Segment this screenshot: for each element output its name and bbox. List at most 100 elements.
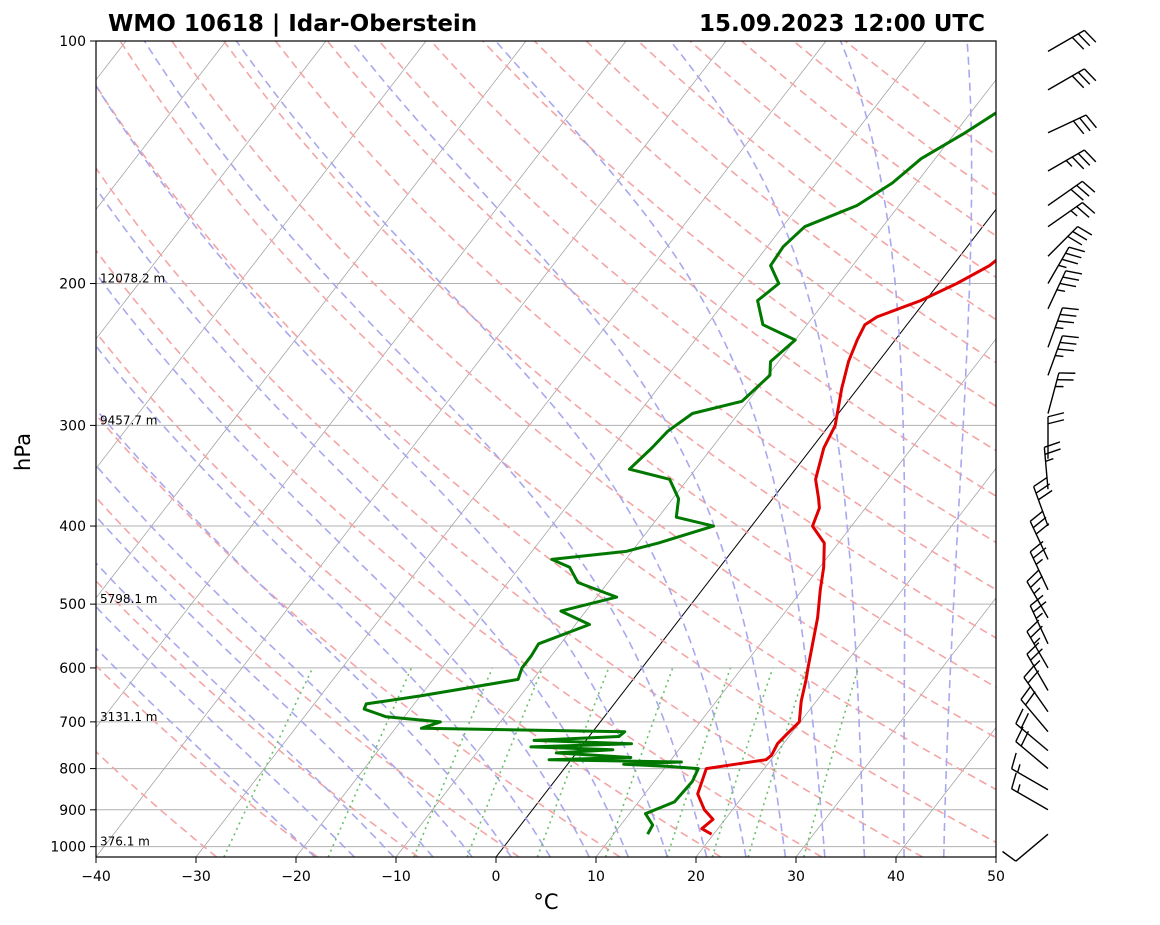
height-label: 9457.7 m: [100, 413, 158, 427]
wind-barb: [1047, 372, 1076, 414]
dry-adiabat: [585, 41, 996, 364]
y-tick-label: 100: [59, 34, 86, 50]
zero-isotherm: [495, 208, 996, 857]
isotherm-line: [96, 41, 627, 729]
y-tick-label: 200: [59, 277, 86, 293]
y-axis: 100 200 300 400 500 600 700 800 900 1000: [50, 34, 96, 856]
wind-barb: [1029, 594, 1049, 645]
dry-adiabat: [96, 249, 823, 857]
isotherm-line: [96, 41, 727, 857]
x-tick-label: 0: [492, 869, 501, 885]
wind-barb: [1047, 225, 1093, 257]
y-tick-label: 300: [59, 418, 86, 434]
isotherm-line: [96, 41, 327, 340]
moist-adiabat: [96, 561, 395, 857]
moist-adiabat: [669, 41, 866, 857]
dry-adiabat: [326, 41, 996, 591]
x-tick-label: −30: [181, 869, 211, 885]
moist-adiabat: [235, 41, 747, 857]
temperature-profile: [696, 258, 996, 836]
wind-barb: [1047, 246, 1086, 284]
moist-adiabat: [839, 41, 906, 857]
y-tick-label: 400: [59, 519, 86, 535]
isotherm-line: [295, 41, 927, 857]
moist-adiabat: [495, 41, 826, 857]
isotherm-line: [595, 338, 996, 857]
wind-barb: [1026, 642, 1049, 691]
wind-barb: [1047, 29, 1097, 52]
dry-adiabat: [844, 41, 996, 156]
moist-adiabat: [96, 605, 355, 857]
moist-adiabat: [96, 187, 630, 857]
moist-adiabat: [350, 41, 787, 857]
profiles: [362, 111, 996, 836]
wind-barb: [1047, 270, 1083, 310]
wind-barb: [1047, 68, 1097, 91]
y-tick-label: 500: [59, 597, 86, 613]
isotherm-line: [795, 597, 996, 857]
height-label: 3131.1 m: [100, 710, 158, 724]
mixing-ratio-line: [666, 667, 732, 857]
wind-barb: [1047, 335, 1079, 376]
moist-adiabat: [96, 272, 591, 857]
wind-barb: [1047, 307, 1079, 348]
wind-barb: [1032, 476, 1053, 527]
dry-adiabat: [533, 41, 996, 408]
wind-barbs: [1002, 29, 1097, 862]
height-label: 12078.2 m: [100, 272, 165, 286]
moist-adiabat: [96, 344, 551, 857]
moist-adiabat: [96, 464, 473, 857]
x-axis-label: °C: [533, 890, 558, 914]
wind-barb: [1047, 180, 1096, 207]
wind-barb: [1029, 540, 1049, 591]
wind-barb: [1026, 569, 1049, 619]
dry-adiabat: [96, 331, 722, 857]
wind-barb: [1020, 685, 1049, 733]
dry-adiabat: [96, 166, 923, 857]
wind-barb: [1043, 441, 1061, 490]
dry-adiabat: [274, 41, 996, 639]
x-tick-label: 20: [687, 869, 705, 885]
isotherm-line: [695, 467, 996, 857]
mixing-ratio-line: [327, 667, 413, 857]
height-label: 376.1 m: [100, 835, 150, 849]
x-tick-label: −10: [381, 869, 411, 885]
mixing-ratio-line: [711, 667, 774, 857]
isotherm-line: [195, 41, 827, 857]
dry-adiabat: [689, 41, 996, 279]
wind-barb: [1029, 510, 1050, 560]
background-lines: [96, 41, 996, 857]
dry-adiabat: [378, 41, 996, 544]
wind-barb: [1047, 412, 1065, 459]
dry-adiabat: [96, 413, 621, 857]
isotherm-line: [96, 41, 427, 470]
y-tick-label: 700: [59, 715, 86, 731]
moist-adiabat: [96, 515, 434, 857]
x-axis: −40 −30 −20 −10 0 10 20 30 40 50: [81, 857, 1005, 885]
wind-barb: [1015, 726, 1049, 770]
mixing-ratio-line: [223, 667, 314, 857]
moist-adiabat: [96, 84, 669, 857]
dry-adiabat: [96, 579, 419, 857]
isotherm-line: [96, 41, 527, 599]
mixing-ratio-line: [747, 667, 808, 857]
height-label: 5798.1 m: [100, 592, 158, 606]
wind-barb: [1015, 708, 1049, 752]
y-axis-label: hPa: [11, 433, 35, 471]
plot-frame: [95, 40, 997, 858]
x-tick-label: 10: [587, 869, 605, 885]
dry-adiabat: [482, 41, 996, 452]
dewpoint-profile: [362, 111, 996, 835]
x-tick-label: −20: [281, 869, 311, 885]
wind-barb: [1047, 149, 1097, 172]
dry-adiabat: [96, 83, 996, 844]
isotherm-line: [395, 79, 996, 857]
mixing-ratio-line: [466, 667, 544, 857]
wind-barb: [1002, 833, 1049, 862]
dry-adiabat: [119, 41, 996, 791]
mixing-ratio-line: [802, 667, 860, 857]
dry-adiabat: [96, 496, 520, 857]
height-labels: 12078.2 m 9457.7 m 5798.1 m 3131.1 m 376.1 m: [100, 272, 165, 849]
x-tick-label: 30: [787, 869, 805, 885]
